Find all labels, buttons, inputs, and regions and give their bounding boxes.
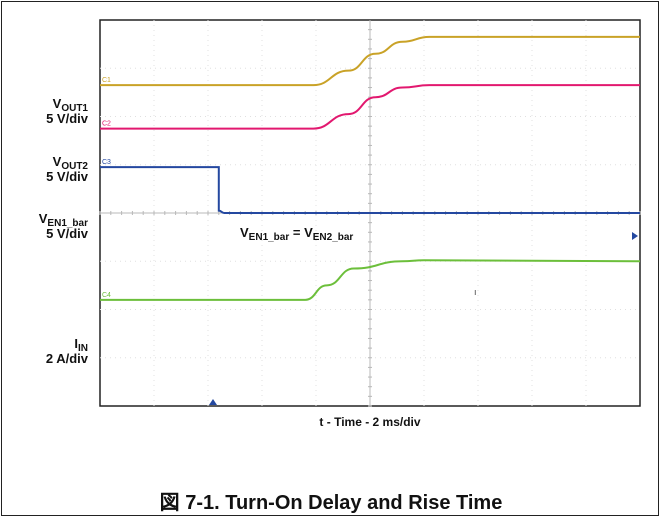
channel-marker-c1: C1	[102, 77, 111, 84]
x-axis-label: t - Time - 2 ms/div	[319, 415, 421, 429]
trigger-position-marker	[209, 399, 217, 405]
cursor-tick: ı	[474, 287, 477, 297]
trace-c4	[100, 259, 641, 301]
trigger-level-marker	[632, 232, 638, 240]
trace-c3	[100, 166, 640, 215]
trace-c1	[100, 35, 640, 87]
channel-label-vout2: VOUT2 5 V/div	[46, 154, 88, 184]
channel-markers: C1 C2 C3 C4	[102, 77, 111, 299]
channel-marker-c4: C4	[102, 292, 111, 299]
channel-marker-c2: C2	[102, 121, 111, 128]
channel-marker-c3: C3	[102, 159, 111, 166]
trace-c2	[100, 84, 640, 130]
traces	[100, 35, 641, 301]
figure-caption: 図 7-1. Turn-On Delay and Rise Time	[159, 492, 503, 514]
channel-label-ven1: VEN1_bar 5 V/div	[38, 211, 88, 241]
annotation-ven: VEN1_bar = VEN2_bar	[240, 225, 354, 243]
channel-label-vout1: VOUT1 5 V/div	[46, 96, 88, 126]
channel-label-iin: IIN 2 A/div	[45, 336, 88, 366]
